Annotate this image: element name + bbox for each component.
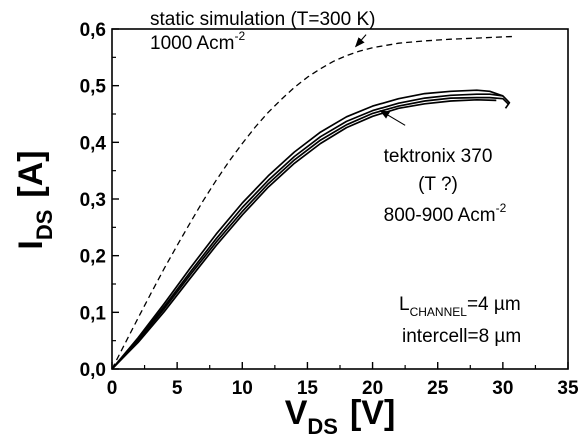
x-tick-label: 10 — [232, 378, 253, 399]
x-axis-title: VDS [V] — [285, 394, 396, 437]
series-measured-2 — [111, 93, 504, 370]
annotation-tektronix-exponent: -2 — [496, 201, 507, 215]
annotation-geometry-channel: CHANNEL — [410, 305, 468, 319]
annotation-tektronix-value: 800-900 Acm — [384, 205, 496, 226]
plot-frame — [111, 28, 569, 370]
annotation-geometry-line1: LCHANNEL=4 µm — [399, 294, 521, 319]
x-tick-label: 35 — [557, 378, 579, 399]
series-measured-4 — [111, 98, 497, 370]
series-layer — [111, 35, 516, 370]
y-tick-label: 0,0 — [80, 360, 106, 381]
series-measured-1 — [111, 89, 511, 370]
x-tick-label: 5 — [172, 378, 183, 399]
svg-text:IDS[A]: IDS [A] — [12, 150, 57, 249]
x-tick-label: 30 — [492, 378, 513, 399]
annotation-tektronix-line3: 800-900 Acm-2 — [384, 201, 507, 226]
series-measured-3 — [111, 96, 509, 370]
annotation-geometry-length: =4 µm — [467, 294, 521, 315]
y-tick-label: 0,2 — [80, 247, 106, 268]
annotation-static-line1: static simulation (T=300 K) — [150, 9, 375, 30]
y-tick-label: 0,5 — [80, 77, 107, 98]
x-tick-label: 15 — [297, 378, 319, 399]
annotation-geometry-l: L — [399, 294, 410, 315]
x-axis-title-unit: [V] — [350, 394, 395, 432]
y-tick-label: 0,6 — [80, 20, 106, 41]
x-axis-title-sub: DS — [307, 414, 338, 437]
annotation-static-exponent: -2 — [235, 29, 246, 43]
x-axis-title-main: V — [285, 394, 308, 432]
annotation-geometry-line2: intercell=8 µm — [402, 326, 521, 347]
annotation-tektronix-line2: (T ?) — [418, 174, 458, 195]
y-axis-title-sub: DS — [32, 210, 57, 241]
annotation-static-arrow — [354, 34, 367, 48]
y-axis-ticks: 0,0 0,1 0,2 0,3 0,4 0,5 0,6 — [80, 20, 119, 381]
x-tick-label: 20 — [362, 378, 383, 399]
annotation-static-line2: 1000 Acm-2 — [150, 29, 245, 54]
x-axis-ticks: 0 5 10 15 20 25 30 35 — [107, 362, 579, 399]
x-tick-label: 0 — [107, 378, 118, 399]
annotation-tektronix-arrow — [379, 110, 406, 126]
y-axis-title-main: I — [12, 240, 50, 249]
series-static-simulation — [111, 35, 516, 370]
annotation-static-value: 1000 Acm — [150, 33, 235, 54]
annotation-static: static simulation (T=300 K) 1000 Acm-2 — [150, 9, 375, 54]
x-tick-label: 25 — [427, 378, 449, 399]
annotation-tektronix: tektronix 370 (T ?) 800-900 Acm-2 — [379, 110, 507, 226]
annotation-geometry: LCHANNEL=4 µm intercell=8 µm — [399, 294, 521, 347]
y-tick-label: 0,3 — [80, 190, 106, 211]
y-tick-label: 0,1 — [80, 303, 107, 324]
y-axis-title: IDS [A] — [12, 150, 57, 249]
y-tick-label: 0,4 — [80, 133, 107, 154]
annotation-tektronix-line1: tektronix 370 — [384, 146, 493, 167]
y-axis-title-unit: [A] — [12, 150, 50, 197]
